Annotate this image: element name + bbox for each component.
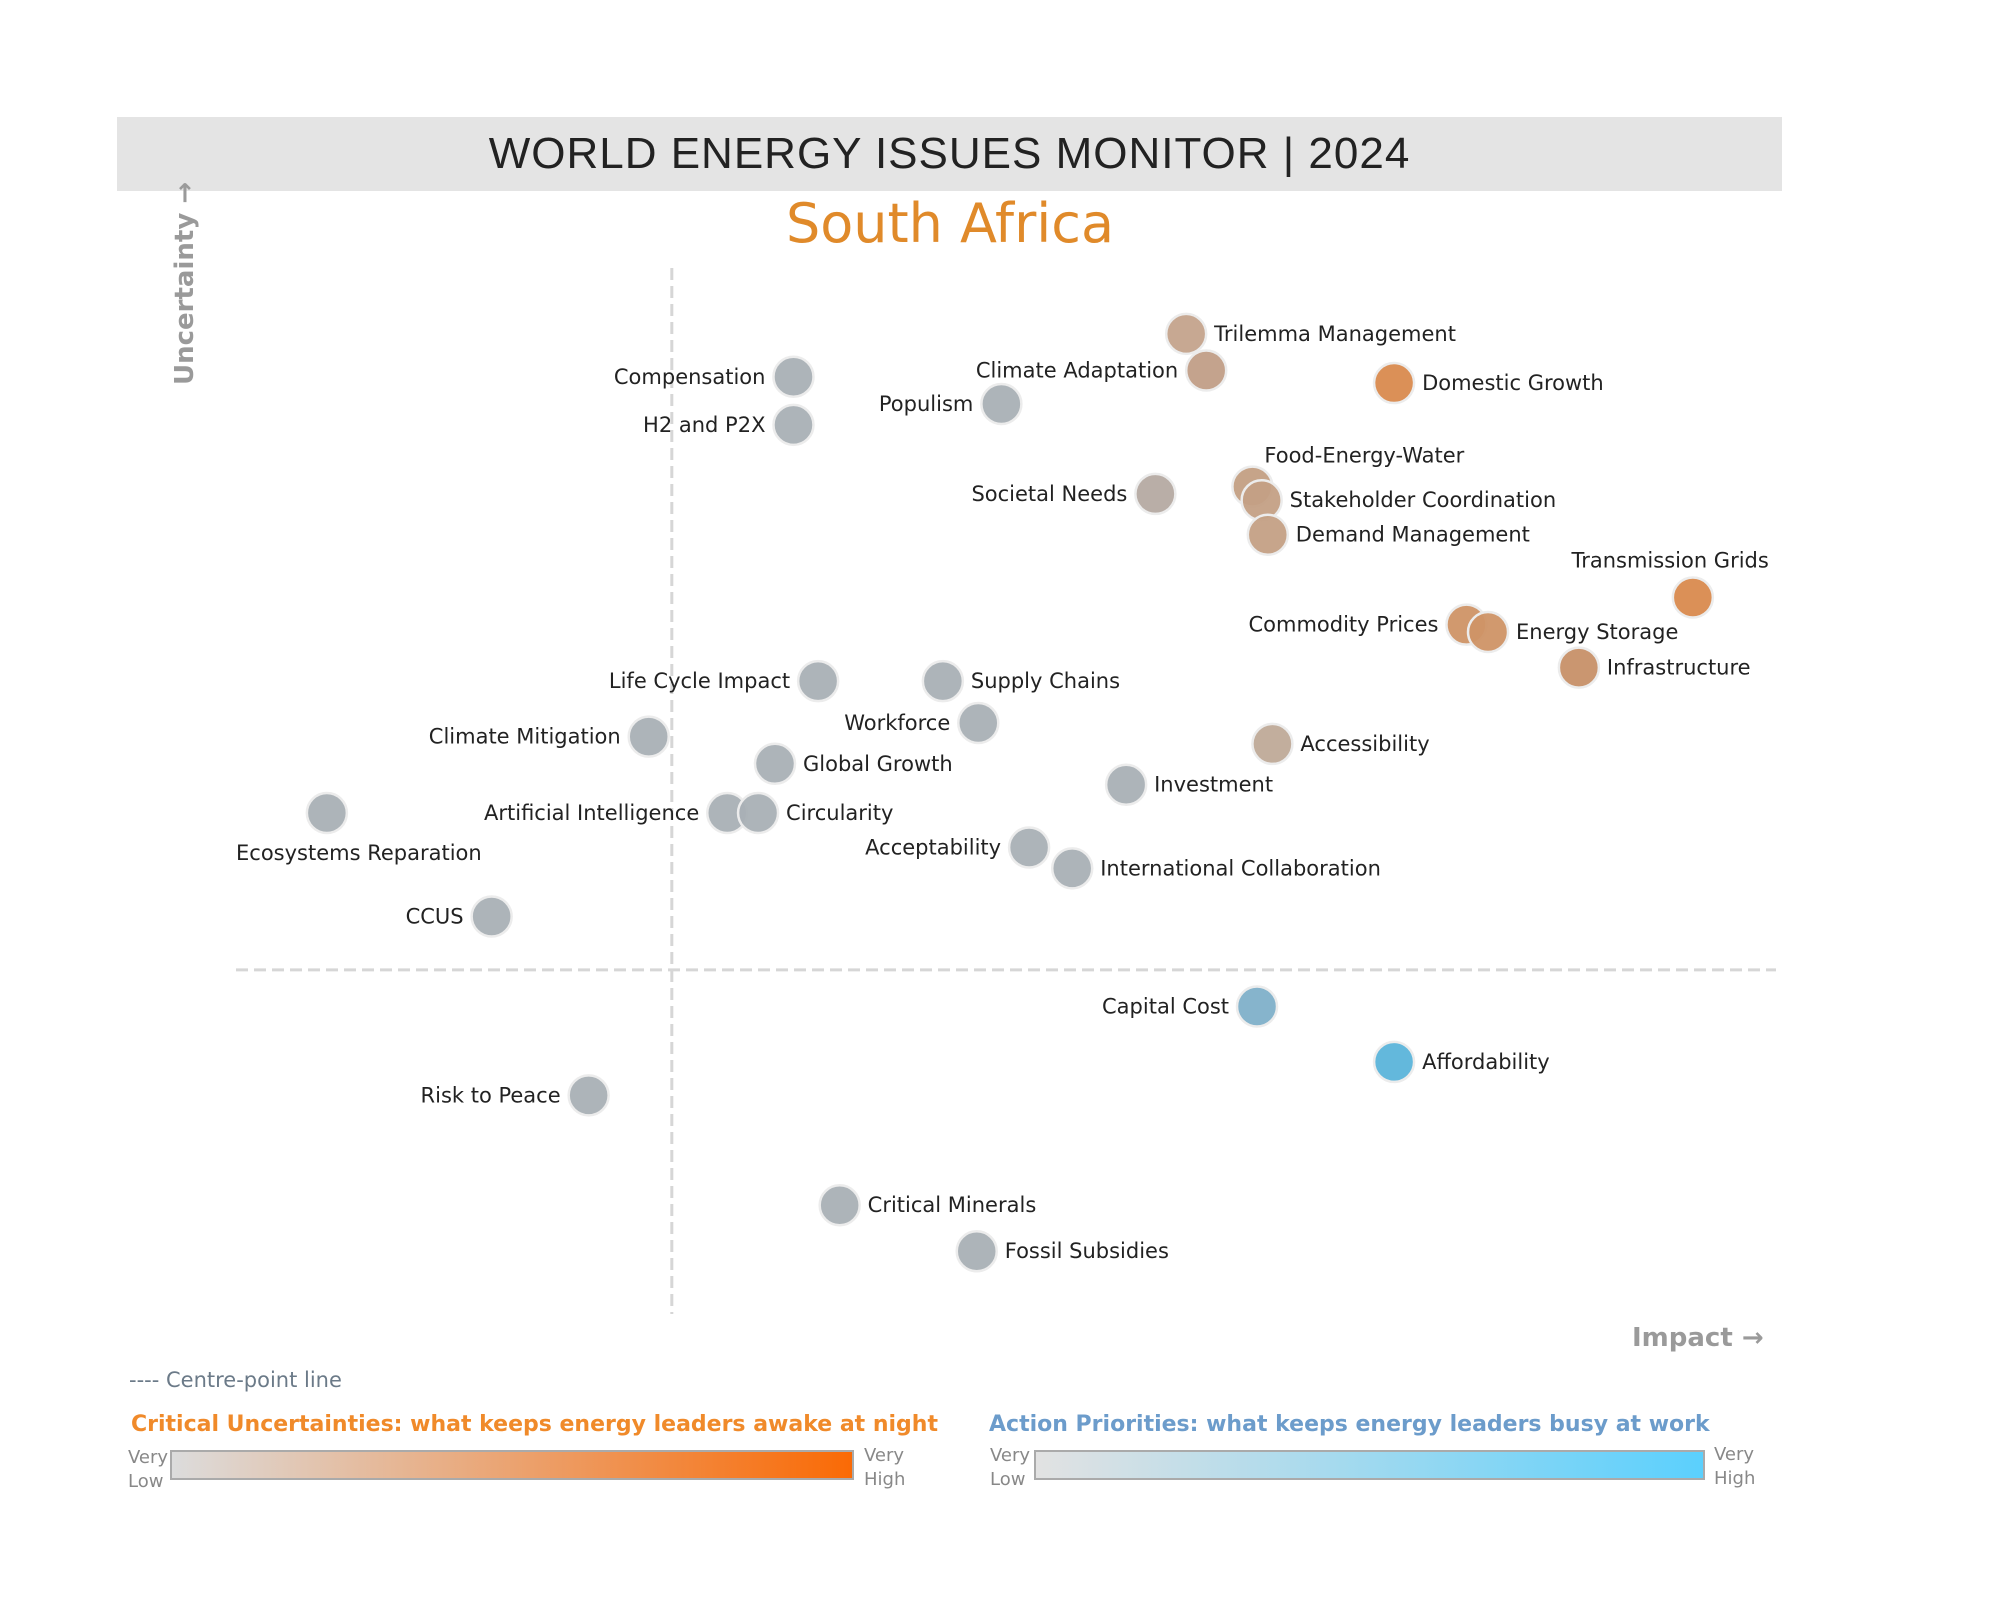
centre-line-legend: ---- Centre-point line — [129, 1368, 342, 1392]
data-label: Investment — [1154, 773, 1273, 797]
low-low: Low — [128, 1471, 164, 1492]
data-label: Climate Mitigation — [429, 725, 621, 749]
data-label: CCUS — [406, 905, 464, 929]
high-high: High — [1714, 1468, 1756, 1489]
data-point — [736, 791, 780, 835]
data-point — [470, 895, 513, 938]
data-label: Domestic Growth — [1422, 371, 1604, 395]
data-point — [772, 355, 815, 399]
data-point — [1671, 576, 1715, 619]
data-label: Climate Adaptation — [976, 359, 1178, 383]
low-very: Very — [990, 1445, 1031, 1466]
data-point — [753, 742, 797, 786]
high-very: Very — [1714, 1444, 1755, 1465]
data-label: International Collaboration — [1100, 856, 1381, 880]
data-point — [1372, 361, 1416, 405]
data-label: Supply Chains — [971, 669, 1120, 693]
priorities-gradient-bar — [1034, 1450, 1705, 1480]
data-label: Affordability — [1422, 1050, 1550, 1074]
x-axis-label: Impact → — [1632, 1323, 1764, 1353]
data-label: Demand Management — [1296, 523, 1530, 547]
country-title: South Africa — [785, 192, 1115, 255]
data-label: Accessibility — [1300, 732, 1429, 756]
data-point — [1050, 847, 1094, 890]
data-point — [1246, 513, 1290, 556]
data-point — [1235, 985, 1279, 1028]
data-label: Artificial Intelligence — [484, 801, 699, 825]
data-point — [627, 715, 670, 758]
data-label: Commodity Prices — [1249, 613, 1439, 637]
data-point — [772, 403, 815, 447]
data-label: Energy Storage — [1516, 620, 1678, 644]
data-point — [305, 791, 349, 835]
data-label: Compensation — [614, 365, 766, 389]
data-point — [980, 382, 1023, 426]
data-label: Life Cycle Impact — [609, 669, 790, 693]
data-point — [1240, 478, 1283, 522]
title-bar: WORLD ENERGY ISSUES MONITOR | 2024 — [117, 117, 1782, 191]
data-label: Critical Minerals — [868, 1193, 1037, 1217]
uncertainties-gradient-bar — [170, 1450, 854, 1480]
data-point — [957, 701, 1000, 745]
data-point — [1007, 826, 1051, 869]
uncertainties-low-label: Very Low — [128, 1446, 168, 1494]
data-label: Acceptability — [865, 835, 1001, 859]
data-point — [796, 659, 840, 703]
data-point — [567, 1074, 610, 1117]
high-high: High — [864, 1469, 906, 1490]
y-axis-label: Uncertainty → — [170, 181, 200, 385]
data-label: Circularity — [786, 801, 893, 825]
data-label: Ecosystems Reparation — [236, 841, 482, 865]
data-point — [1466, 610, 1510, 654]
data-point — [1164, 312, 1208, 356]
data-label: Populism — [879, 392, 973, 416]
data-point — [1251, 722, 1294, 766]
data-label: Fossil Subsidies — [1005, 1239, 1169, 1263]
data-point — [1134, 472, 1177, 516]
priorities-high-label: Very High — [1714, 1443, 1755, 1491]
data-point — [955, 1229, 998, 1273]
data-label: Transmission Grids — [1570, 548, 1768, 572]
uncertainties-legend-title: Critical Uncertainties: what keeps energ… — [131, 1412, 938, 1437]
data-label: Trilemma Management — [1213, 322, 1456, 346]
data-point — [818, 1183, 861, 1227]
uncertainties-high-label: Very High — [864, 1444, 905, 1492]
data-point — [1104, 763, 1148, 806]
priorities-legend-title: Action Priorities: what keeps energy lea… — [989, 1412, 1710, 1437]
data-point — [1557, 646, 1601, 689]
data-label: Workforce — [844, 711, 950, 735]
priorities-low-label: Very Low — [990, 1444, 1030, 1492]
data-label: Global Growth — [803, 752, 953, 776]
high-very: Very — [864, 1445, 905, 1466]
data-label: Stakeholder Coordination — [1290, 488, 1557, 512]
data-label: Food-Energy-Water — [1264, 444, 1464, 468]
data-label: Infrastructure — [1607, 656, 1751, 680]
low-very: Very — [128, 1447, 169, 1468]
data-label: H2 and P2X — [643, 413, 765, 437]
data-point — [1372, 1040, 1416, 1084]
data-label: Risk to Peace — [421, 1083, 561, 1107]
low-low: Low — [990, 1469, 1026, 1490]
data-label: Societal Needs — [971, 482, 1127, 506]
data-point — [1184, 349, 1228, 392]
page-title: WORLD ENERGY ISSUES MONITOR | 2024 — [488, 129, 1411, 178]
data-point — [921, 659, 965, 703]
data-label: Capital Cost — [1102, 994, 1229, 1018]
